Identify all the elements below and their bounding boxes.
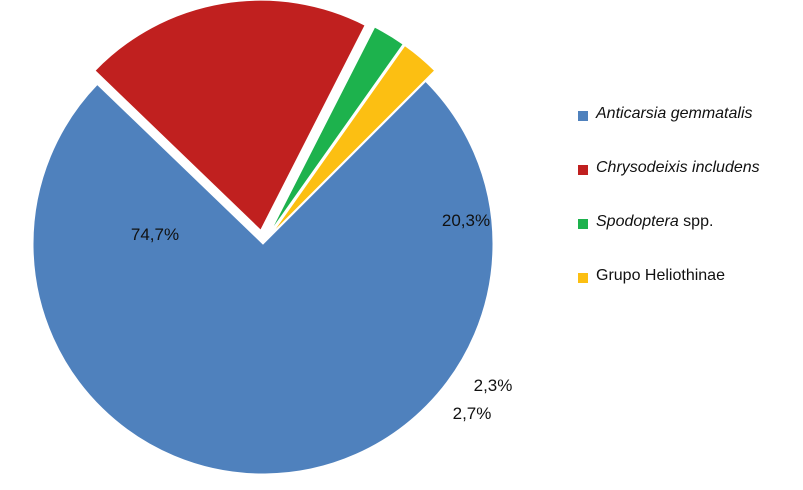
data-label-chrysodeixis: 20,3% bbox=[442, 211, 490, 230]
legend-label: Grupo Heliothinae bbox=[596, 267, 725, 284]
data-label-heliothinae: 2,7% bbox=[453, 404, 492, 423]
pie-slice-spodoptera bbox=[269, 26, 404, 233]
pie-slice-heliothinae bbox=[271, 44, 436, 234]
legend-label: Spodoptera spp. bbox=[596, 213, 714, 230]
legend-label: Anticarsia gemmatalis bbox=[596, 105, 753, 122]
legend-swatch bbox=[578, 111, 588, 121]
legend-swatch bbox=[578, 219, 588, 229]
pie-slice-anticarsia bbox=[32, 80, 494, 475]
pie-slice-chrysodeixis bbox=[94, 0, 366, 232]
legend-swatch bbox=[578, 165, 588, 175]
data-label-spodoptera: 2,3% bbox=[474, 376, 513, 395]
legend-swatch bbox=[578, 273, 588, 283]
data-label-anticarsia: 74,7% bbox=[131, 225, 179, 244]
legend-label: Chrysodeixis includens bbox=[596, 159, 760, 176]
